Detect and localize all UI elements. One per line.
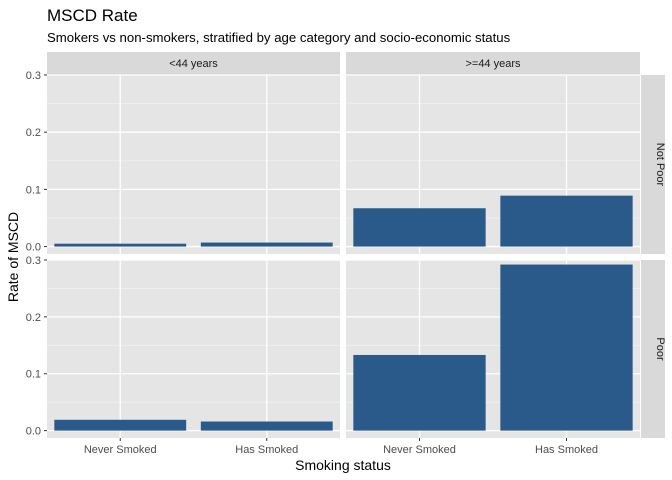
- bar: [500, 264, 633, 431]
- y-tick-label: 0.0: [26, 426, 41, 438]
- x-tick-label: Has Smoked: [535, 444, 598, 456]
- col-strip-label: >=44 years: [465, 58, 521, 70]
- x-axis-title: Smoking status: [295, 457, 391, 473]
- facet-grid: <44 years >=44 years Not Poor Poor 0.0 0.1 0.2…: [26, 52, 666, 456]
- bar: [54, 419, 187, 431]
- y-tick-label: 0.0: [26, 242, 41, 254]
- y-tick-label: 0.1: [26, 184, 41, 196]
- y-axis-title: Rate of MSCD: [5, 212, 21, 302]
- x-tick-label: Has Smoked: [235, 444, 298, 456]
- bar: [500, 195, 633, 247]
- panel-background: [47, 75, 340, 254]
- bar: [54, 243, 187, 247]
- row-strip-label: Poor: [654, 337, 666, 361]
- col-strip: [47, 52, 340, 75]
- y-tick-label: 0.1: [26, 369, 41, 381]
- bar: [200, 421, 333, 431]
- row-strip-label: Not Poor: [654, 143, 666, 187]
- bar: [200, 242, 333, 247]
- panel-background: [47, 260, 340, 438]
- y-tick-label: 0.3: [26, 70, 41, 82]
- col-strip-label: <44 years: [169, 58, 218, 70]
- chart-title: MSCD Rate: [47, 6, 138, 25]
- bar: [353, 354, 486, 431]
- y-tick-label: 0.2: [26, 312, 41, 324]
- x-tick-label: Never Smoked: [383, 444, 456, 456]
- y-tick-label: 0.3: [26, 255, 41, 267]
- bar: [353, 208, 486, 247]
- x-tick-label: Never Smoked: [84, 444, 157, 456]
- row-strip: [641, 260, 665, 438]
- col-strip: [346, 52, 640, 75]
- row-strip: [641, 75, 665, 254]
- y-tick-label: 0.2: [26, 127, 41, 139]
- chart-subtitle: Smokers vs non-smokers, stratified by ag…: [47, 30, 511, 45]
